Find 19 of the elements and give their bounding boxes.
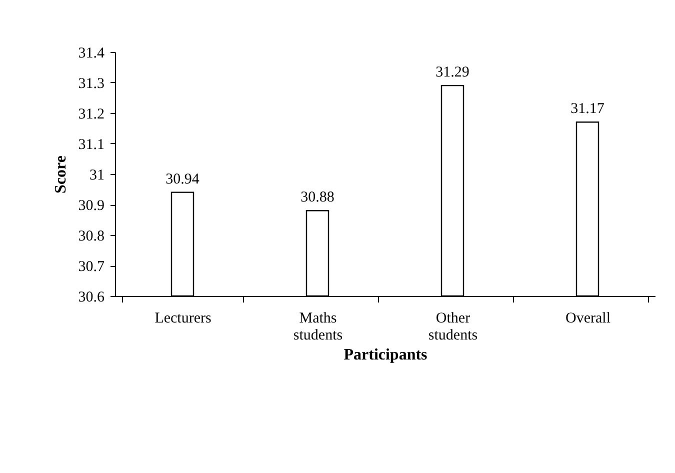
x-tick-label: Other students bbox=[428, 310, 478, 344]
data-label: 30.94 bbox=[166, 171, 200, 188]
x-tick-label: Overall bbox=[566, 310, 610, 326]
x-tick-label: Maths students bbox=[293, 310, 343, 344]
y-axis-title: Score bbox=[52, 156, 70, 194]
x-tick-label: Lecturers bbox=[154, 310, 212, 326]
y-tick-label: 31 bbox=[90, 168, 104, 184]
data-label: 31.17 bbox=[570, 101, 605, 118]
y-tick-label: 31.2 bbox=[78, 106, 104, 122]
data-label: 31.29 bbox=[436, 64, 470, 81]
y-tick-label: 31.3 bbox=[78, 76, 104, 92]
y-tick-label: 31.4 bbox=[78, 46, 105, 62]
x-axis-title: Participants bbox=[344, 346, 428, 364]
y-tick-label: 30.7 bbox=[78, 259, 105, 275]
y-tick-label: 30.8 bbox=[78, 228, 104, 244]
y-tick-label: 30.6 bbox=[78, 290, 105, 306]
y-tick-label: 30.9 bbox=[78, 198, 104, 214]
data-label: 30.88 bbox=[300, 190, 334, 206]
y-tick-label: 31.1 bbox=[78, 137, 104, 153]
